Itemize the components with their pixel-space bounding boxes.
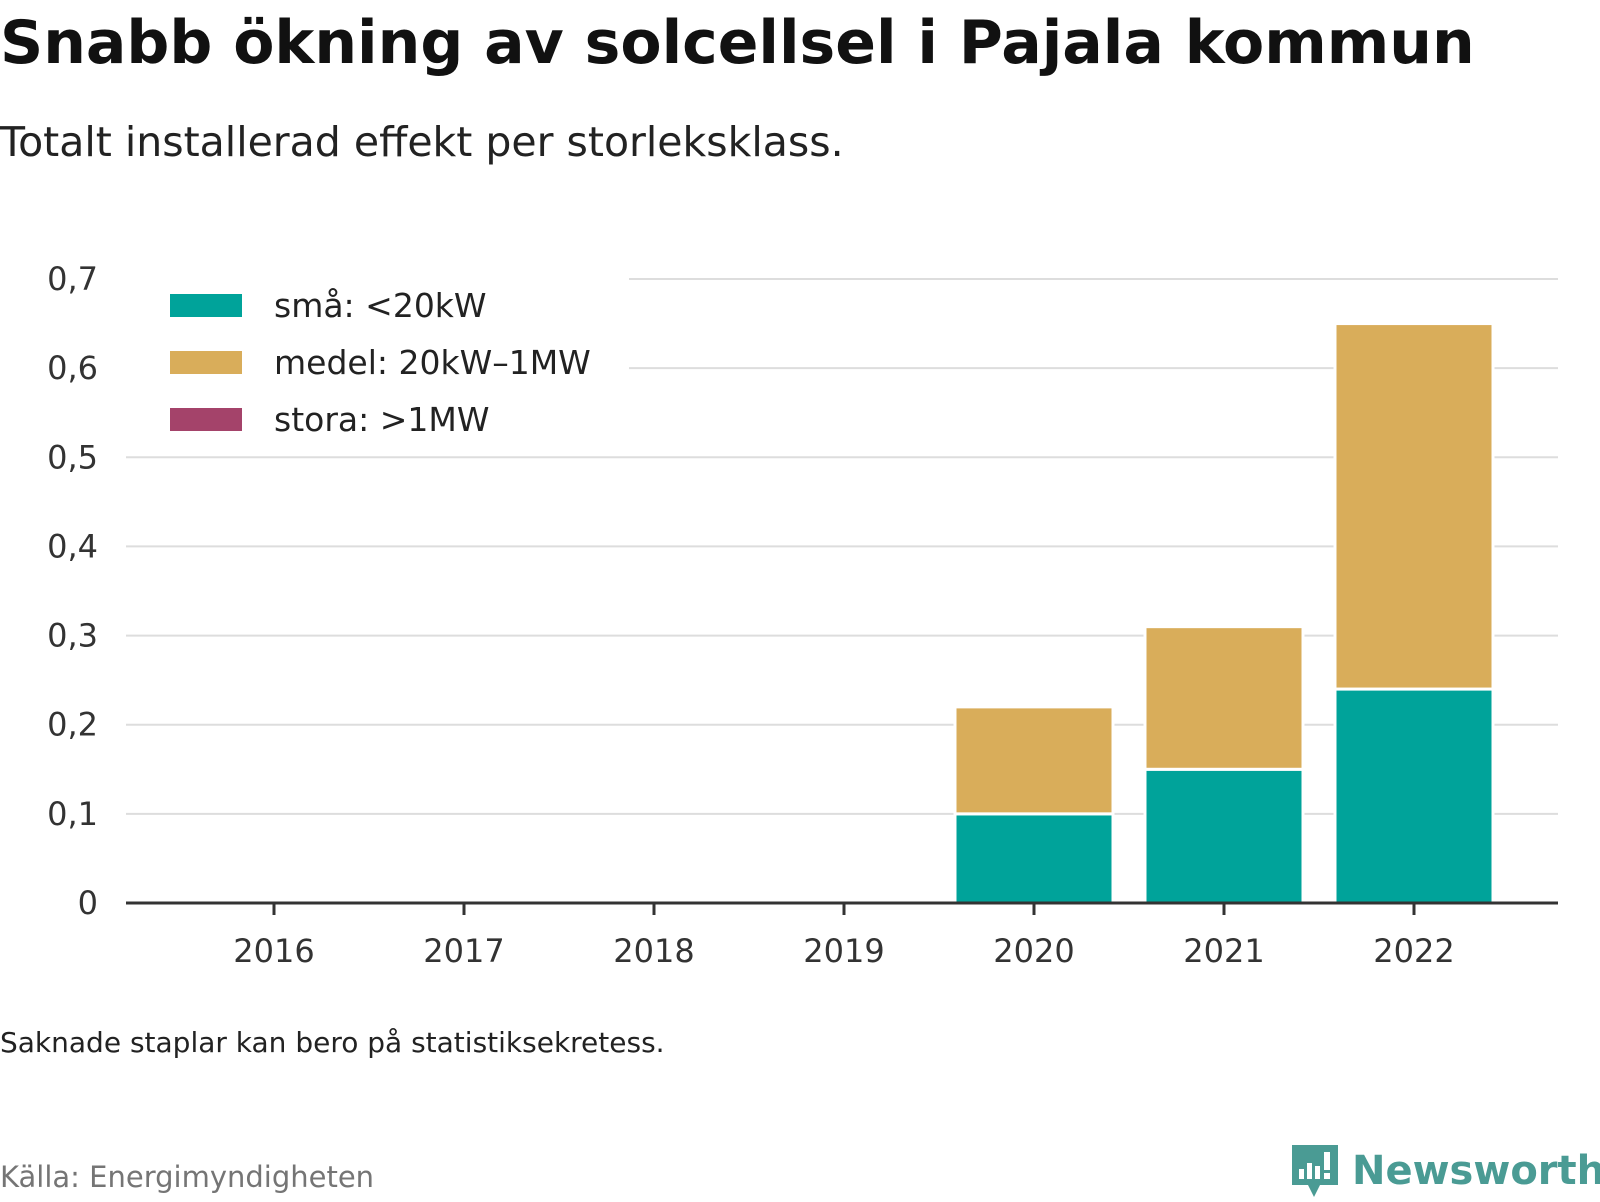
bar-segment: [1333, 687, 1495, 905]
x-tick-label: 2021: [1183, 932, 1264, 970]
y-tick-label: 0,3: [47, 617, 98, 655]
legend-entry: stora: >1MW: [274, 400, 489, 439]
bar-segment: [953, 705, 1115, 816]
y-tick-label: 0,1: [47, 795, 98, 833]
stacked-bar-chart: 0 0,1 0,2 0,3 0,4 0,5 0,6 0,7 2016 2017 2018 2019 20…: [47, 260, 1558, 970]
bar-segment: [1143, 625, 1305, 771]
chart-title: Snabb ökning av solcellsel i Pajala komm…: [0, 8, 1475, 78]
source-credit: Källa: Energimyndigheten: [0, 1160, 375, 1194]
chart-subtitle: Totalt installerad effekt per storlekskl…: [0, 118, 844, 166]
legend-swatch: [170, 294, 242, 317]
y-tick-label: 0,6: [47, 349, 98, 387]
bar-segment: [1333, 322, 1495, 691]
x-tick-label: 2020: [993, 932, 1074, 970]
x-tick-label: 2018: [613, 932, 694, 970]
x-tick-label: 2017: [423, 932, 504, 970]
newsworthy-logo-icon: [1292, 1145, 1338, 1197]
bar-segment: [1143, 767, 1305, 905]
brand-name: Newsworthy: [1352, 1148, 1600, 1194]
bar-segment: [953, 812, 1115, 905]
legend-swatch: [170, 351, 242, 374]
y-tick-label: 0,2: [47, 706, 98, 744]
legend-swatch: [170, 408, 242, 431]
brand-logo: Newsworthy: [1290, 1140, 1600, 1202]
x-tick-label: 2016: [233, 932, 314, 970]
y-tick-label: 0,4: [47, 527, 98, 565]
y-tick-label: 0,7: [47, 260, 98, 298]
x-tick-label: 2019: [803, 932, 884, 970]
footnote: Saknade staplar kan bero på statistiksek…: [0, 1026, 665, 1059]
y-tick-label: 0,5: [47, 438, 98, 476]
legend-entry: små: <20kW: [274, 286, 487, 325]
legend-entry: medel: 20kW–1MW: [274, 343, 591, 382]
x-tick-label: 2022: [1373, 932, 1454, 970]
y-tick-label: 0: [78, 884, 98, 922]
